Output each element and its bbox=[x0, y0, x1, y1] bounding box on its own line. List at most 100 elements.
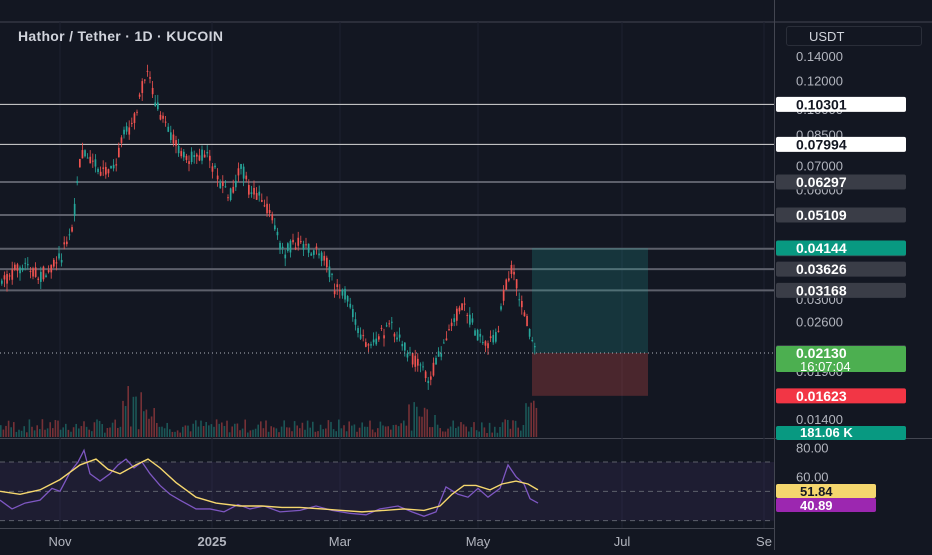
candle-body bbox=[112, 164, 115, 169]
stop-tag: 0.01623 bbox=[796, 388, 847, 404]
volume-bar bbox=[171, 431, 174, 437]
volume-bar bbox=[62, 427, 64, 437]
price-tick-label: 0.02600 bbox=[796, 315, 843, 330]
candle-body bbox=[388, 323, 391, 325]
volume-bar bbox=[379, 421, 382, 437]
currency-button[interactable]: USDT bbox=[786, 26, 922, 46]
volume-bar bbox=[338, 419, 340, 437]
volume-bar bbox=[517, 427, 519, 437]
volume-bar bbox=[137, 429, 140, 437]
candle-body bbox=[417, 358, 419, 366]
candle-body bbox=[370, 344, 372, 346]
candle-body bbox=[53, 259, 55, 267]
candle-body bbox=[502, 290, 505, 301]
volume-bar bbox=[187, 425, 189, 437]
volume-bar bbox=[267, 431, 270, 437]
candle-body bbox=[37, 278, 40, 280]
volume-bar bbox=[273, 427, 275, 437]
volume-bar bbox=[286, 427, 288, 437]
position-target-zone bbox=[532, 248, 648, 353]
volume-bar bbox=[322, 429, 324, 437]
volume-bar bbox=[535, 407, 538, 437]
candle-body bbox=[185, 155, 188, 160]
candle-body bbox=[47, 270, 50, 273]
volume-bar bbox=[26, 432, 28, 437]
volume-bar bbox=[104, 432, 106, 437]
volume-bar bbox=[78, 428, 80, 437]
candle-body bbox=[414, 355, 417, 367]
candle-body bbox=[27, 264, 29, 266]
volume-bar bbox=[260, 421, 262, 437]
candle-body bbox=[240, 163, 242, 169]
rsi-current-label: 51.84 bbox=[800, 484, 833, 499]
candle-body bbox=[297, 237, 300, 246]
volume-bar bbox=[228, 432, 231, 437]
candle-body bbox=[419, 364, 422, 366]
volume-bar bbox=[345, 431, 348, 437]
volume-bar bbox=[351, 425, 353, 437]
time-tick-label: Mar bbox=[329, 534, 352, 549]
candle-body bbox=[222, 181, 224, 186]
candle-body bbox=[500, 306, 502, 310]
volume-bar bbox=[397, 426, 400, 437]
candle-body bbox=[50, 264, 53, 273]
volume-bar bbox=[429, 427, 431, 437]
volume-bar bbox=[83, 421, 85, 437]
volume-bar bbox=[369, 420, 371, 437]
candle-body bbox=[170, 132, 172, 140]
volume-bar bbox=[265, 420, 267, 437]
candle-body bbox=[86, 157, 89, 159]
volume-bar bbox=[470, 427, 473, 437]
candle-body bbox=[349, 303, 352, 308]
candle-body bbox=[359, 334, 362, 339]
volume-bar bbox=[117, 427, 119, 437]
volume-bar bbox=[153, 408, 155, 437]
volume-bar bbox=[275, 428, 278, 437]
volume-bar bbox=[426, 409, 428, 437]
candle-body bbox=[19, 267, 21, 274]
candle-body bbox=[315, 246, 318, 249]
candle-body bbox=[11, 269, 14, 280]
volume-bar bbox=[98, 420, 101, 437]
candle-body bbox=[175, 140, 177, 146]
candle-body bbox=[224, 186, 227, 188]
volume-label: 181.06 K bbox=[800, 425, 853, 440]
volume-bar bbox=[189, 431, 192, 437]
candle-body bbox=[102, 167, 105, 169]
volume-bar bbox=[520, 430, 522, 437]
candle-body bbox=[461, 303, 463, 311]
volume-bar bbox=[174, 431, 176, 437]
volume-bar bbox=[436, 424, 439, 437]
volume-bar bbox=[330, 421, 332, 437]
volume-bar bbox=[509, 428, 512, 437]
volume-bar bbox=[41, 419, 44, 437]
volume-bar bbox=[46, 428, 49, 437]
volume-bar bbox=[514, 420, 517, 437]
volume-bar bbox=[39, 429, 41, 437]
candle-body bbox=[253, 187, 255, 195]
candle-body bbox=[274, 225, 276, 230]
rsi-tick-label: 60.00 bbox=[796, 470, 829, 485]
volume-bar bbox=[507, 419, 509, 437]
volume-bar bbox=[52, 428, 54, 437]
volume-bar bbox=[57, 420, 59, 437]
candle-body bbox=[534, 346, 536, 348]
candle-body bbox=[172, 134, 175, 144]
candle-body bbox=[115, 164, 118, 166]
level-tag: 0.07994 bbox=[796, 136, 847, 152]
volume-bar bbox=[465, 426, 467, 437]
candle-body bbox=[336, 284, 339, 288]
candle-body bbox=[196, 154, 198, 157]
volume-bar bbox=[158, 426, 161, 437]
volume-bar bbox=[403, 420, 405, 437]
candle-body bbox=[466, 314, 469, 316]
volume-bar bbox=[44, 429, 46, 437]
volume-bar bbox=[423, 407, 426, 437]
volume-bar bbox=[145, 409, 148, 437]
candle-body bbox=[237, 168, 240, 176]
volume-bar bbox=[512, 420, 514, 437]
candle-body bbox=[144, 79, 146, 81]
volume-bar bbox=[106, 427, 109, 437]
volume-bar bbox=[23, 426, 25, 437]
